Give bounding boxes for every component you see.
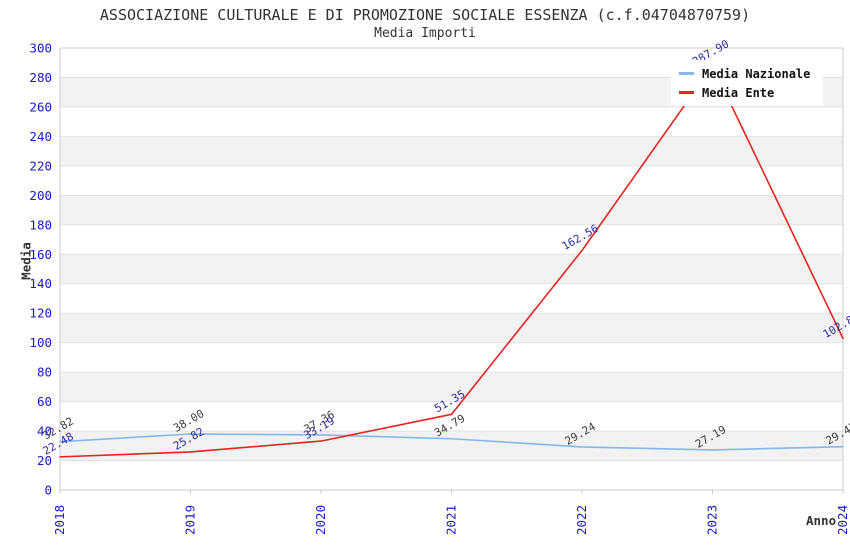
- y-axis-title: Media: [18, 242, 34, 280]
- legend-item-media-nazionale: Media Nazionale: [679, 64, 821, 83]
- y-tick-label: 60: [37, 394, 52, 409]
- x-tick-label: 2019: [183, 505, 198, 535]
- y-tick-label: 20: [37, 453, 52, 468]
- chart-subtitle: Media Importi: [374, 26, 476, 41]
- chart-title: ASSOCIAZIONE CULTURALE E DI PROMOZIONE S…: [99, 6, 751, 24]
- plot-band: [60, 254, 843, 284]
- line-media-nazionale: [59, 433, 844, 451]
- x-tick-label: 2024: [835, 505, 850, 535]
- y-tick-label: 40: [37, 424, 52, 439]
- y-tick-label: 240: [29, 129, 52, 144]
- y-tick-label: 300: [29, 41, 52, 56]
- y-tick-label: 80: [37, 365, 52, 380]
- x-tick-label: 2021: [444, 505, 459, 535]
- legend-item-media-ente: Media Ente: [679, 83, 821, 102]
- point-label: 29.43: [824, 420, 850, 448]
- y-tick-label: 120: [29, 306, 52, 321]
- plot-band: [60, 431, 843, 461]
- x-tick-label: 2023: [705, 505, 720, 535]
- y-tick-label: 100: [29, 335, 52, 350]
- legend: Media Nazionale Media Ente: [671, 60, 823, 106]
- plot-band: [60, 136, 843, 166]
- x-tick-label: 2018: [52, 505, 67, 535]
- y-tick-label: 140: [29, 276, 52, 291]
- legend-label-media-nazionale: Media Nazionale: [702, 66, 811, 81]
- y-tick-label: 160: [29, 247, 52, 262]
- y-tick-label: 280: [29, 70, 52, 85]
- x-axis-title: Anno: [806, 513, 837, 528]
- plot-band: [60, 195, 843, 225]
- y-tick-label: 180: [29, 217, 52, 232]
- x-tick-label: 2020: [313, 505, 328, 535]
- x-tick-label: 2022: [574, 505, 589, 535]
- y-tick-label: 200: [29, 188, 52, 203]
- y-tick-label: 220: [29, 158, 52, 173]
- nazionale-line-marker-icon: [679, 72, 694, 75]
- y-tick-label: 260: [29, 99, 52, 114]
- point-label: 162.56: [560, 222, 601, 253]
- ente-line-marker-icon: [679, 91, 694, 94]
- plot-band: [60, 313, 843, 343]
- legend-label-media-ente: Media Ente: [702, 85, 775, 100]
- plot-band: [60, 372, 843, 402]
- y-tick-label: 0: [44, 483, 52, 498]
